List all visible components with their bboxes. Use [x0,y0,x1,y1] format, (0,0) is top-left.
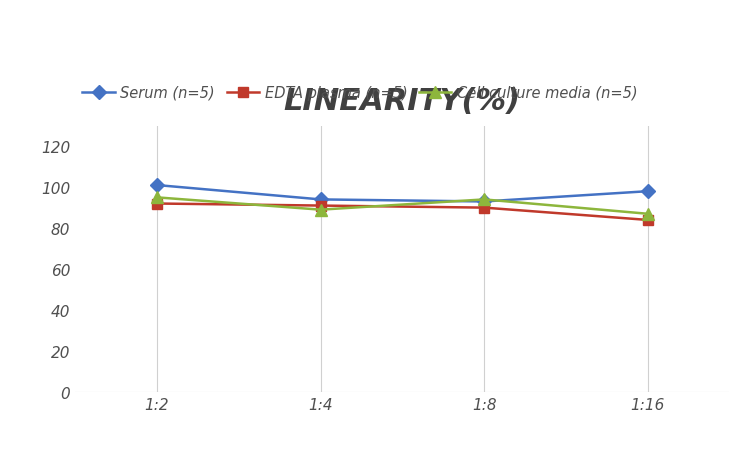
Legend: Serum (n=5), EDTA plasma (n=5), Cell culture media (n=5): Serum (n=5), EDTA plasma (n=5), Cell cul… [83,86,638,101]
Cell culture media (n=5) [316,207,325,213]
Cell culture media (n=5) [480,197,489,202]
Serum (n=5) [643,189,652,194]
EDTA plasma (n=5) [480,206,489,211]
Serum (n=5) [153,183,162,189]
Line: EDTA plasma (n=5): EDTA plasma (n=5) [152,199,653,226]
EDTA plasma (n=5) [316,203,325,209]
EDTA plasma (n=5) [153,201,162,207]
Line: Serum (n=5): Serum (n=5) [152,181,653,207]
EDTA plasma (n=5) [643,218,652,223]
Serum (n=5) [316,197,325,202]
Title: LINEARITY(%): LINEARITY(%) [284,87,521,115]
Line: Cell culture media (n=5): Cell culture media (n=5) [151,193,653,220]
Cell culture media (n=5) [643,212,652,217]
Serum (n=5) [480,199,489,205]
Cell culture media (n=5) [153,195,162,201]
